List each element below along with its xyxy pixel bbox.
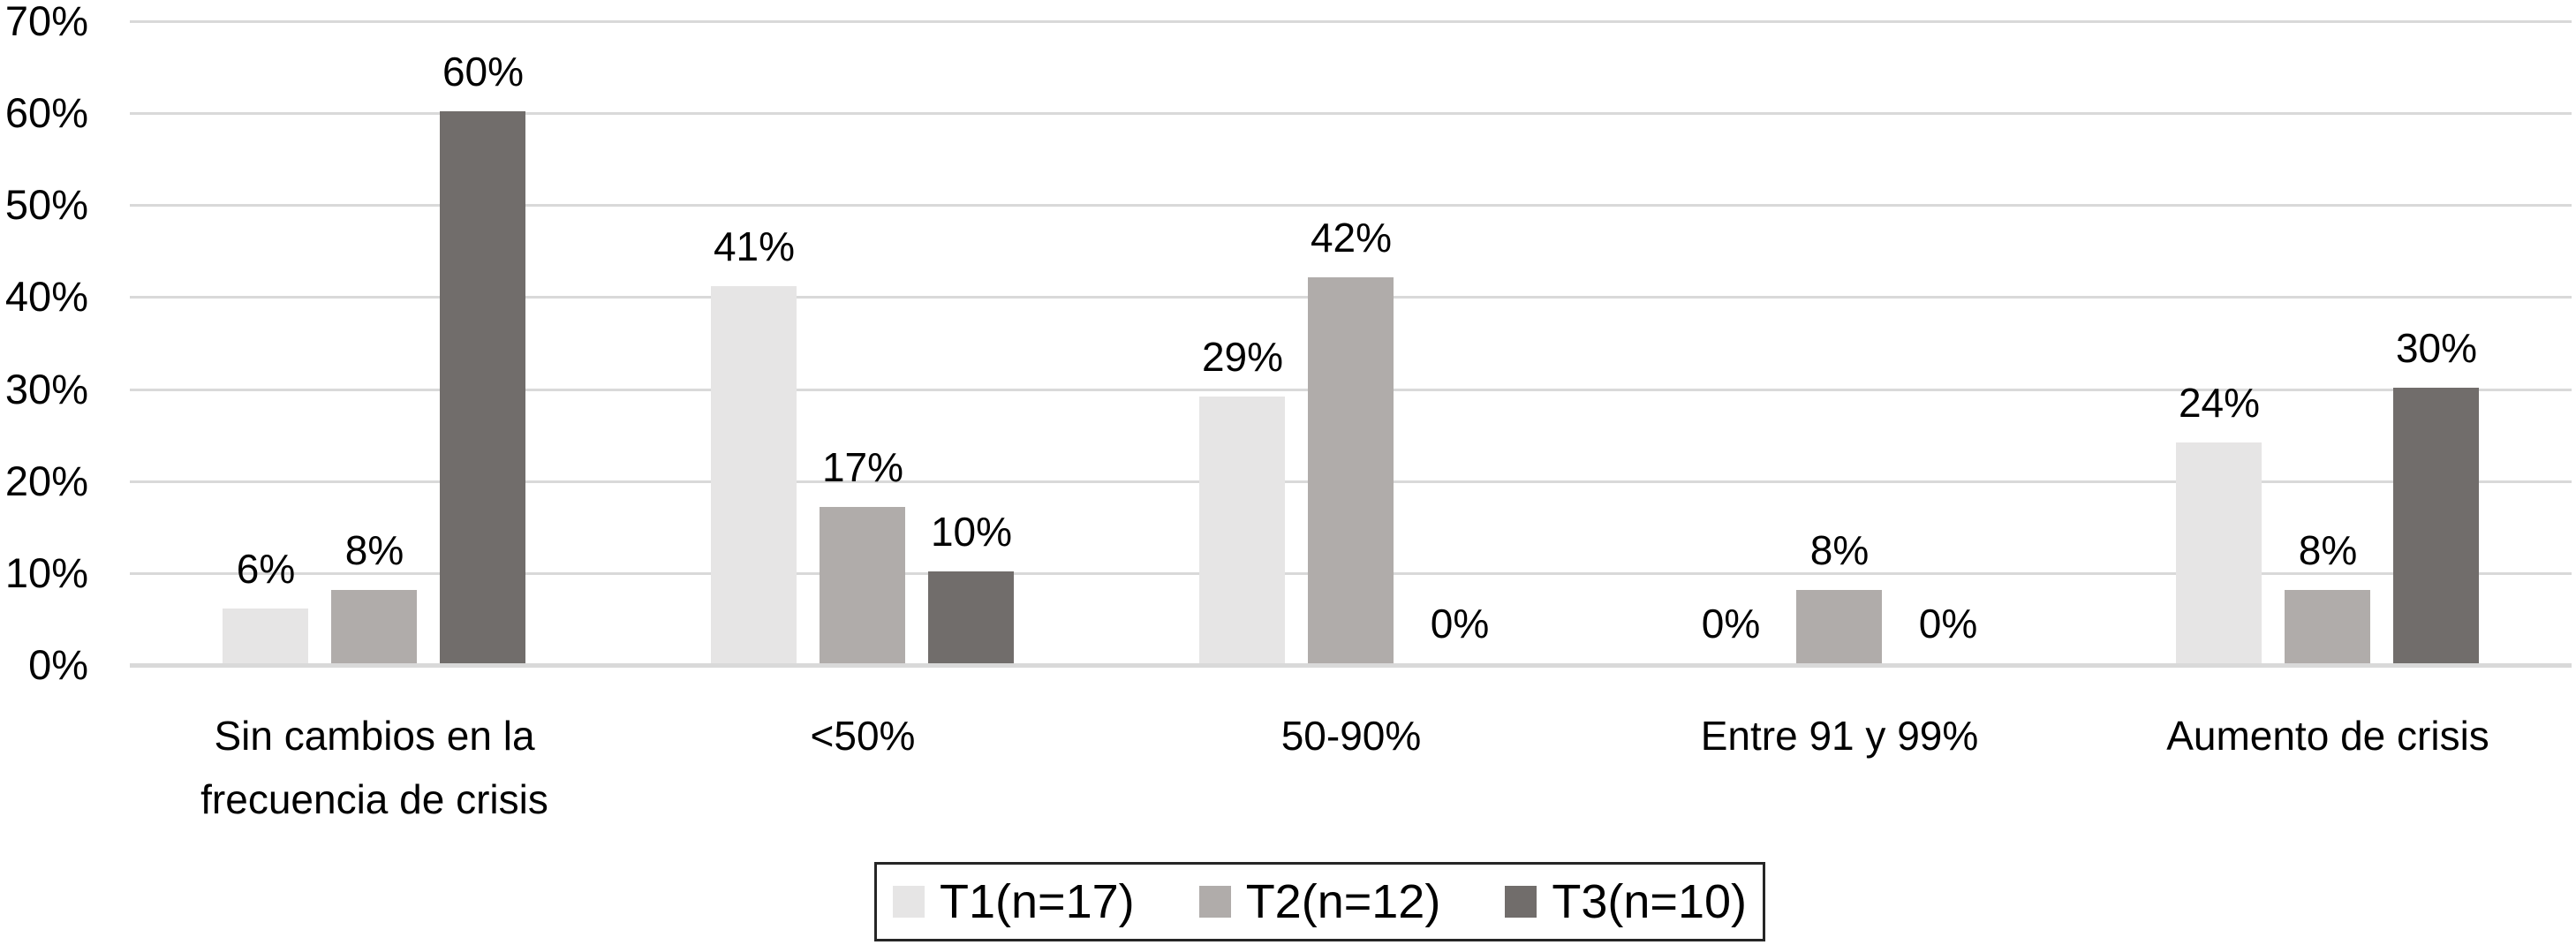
y-axis-tick-label: 40% bbox=[4, 273, 88, 320]
y-axis-tick-label: 60% bbox=[4, 89, 88, 136]
legend-item-t3: T3(n=10) bbox=[1505, 878, 1747, 926]
x-axis-line bbox=[130, 663, 2572, 668]
bar-t3-cat2 bbox=[928, 571, 1014, 663]
data-label: 8% bbox=[344, 527, 404, 573]
bar-t3-cat1 bbox=[440, 111, 525, 663]
bar-t1-cat2 bbox=[711, 286, 797, 663]
bar-t3-cat5 bbox=[2393, 388, 2479, 663]
data-label: 41% bbox=[713, 223, 796, 269]
category-label: Aumento de crisis bbox=[2166, 713, 2489, 759]
bar-t2-cat4 bbox=[1796, 590, 1882, 663]
category-label: Entre 91 y 99% bbox=[1700, 713, 1979, 759]
bar-t1-cat3 bbox=[1199, 397, 1285, 663]
data-label: 0% bbox=[1701, 601, 1761, 646]
bar-t1-cat1 bbox=[223, 609, 308, 663]
y-axis-tick-label: 20% bbox=[4, 457, 88, 504]
data-label: 10% bbox=[930, 509, 1013, 555]
data-label: 24% bbox=[2178, 380, 2261, 426]
data-label: 60% bbox=[442, 49, 525, 94]
legend-item-t1: T1(n=17) bbox=[893, 878, 1135, 926]
y-axis-tick-label: 70% bbox=[4, 0, 88, 44]
bar-t2-cat2 bbox=[820, 507, 905, 663]
data-label: 0% bbox=[1918, 601, 1978, 646]
bar-t2-cat3 bbox=[1308, 277, 1394, 663]
legend-label: T3(n=10) bbox=[1552, 875, 1747, 928]
y-axis-tick-label: 10% bbox=[4, 549, 88, 596]
legend-swatch-icon bbox=[1198, 886, 1231, 918]
legend-swatch-icon bbox=[893, 886, 925, 918]
gridline bbox=[130, 112, 2572, 115]
bar-t2-cat1 bbox=[331, 590, 417, 663]
data-label: 17% bbox=[821, 444, 904, 490]
category-label: <50% bbox=[810, 713, 916, 759]
legend: T1(n=17) T2(n=12) T3(n=10) bbox=[874, 862, 1765, 941]
y-axis-tick-label: 30% bbox=[4, 366, 88, 412]
data-label: 29% bbox=[1201, 334, 1284, 380]
data-label: 8% bbox=[1809, 527, 1870, 573]
category-label: Sin cambios en la frecuencia de crisis bbox=[200, 713, 548, 822]
y-axis-tick-label: 50% bbox=[4, 181, 88, 228]
legend-item-t2: T2(n=12) bbox=[1198, 875, 1441, 928]
data-label: 30% bbox=[2395, 325, 2478, 371]
data-label: 42% bbox=[1310, 215, 1393, 261]
gridline bbox=[130, 204, 2572, 207]
legend-label: T1(n=17) bbox=[940, 875, 1135, 928]
data-label: 8% bbox=[2298, 527, 2358, 573]
data-label: 6% bbox=[236, 546, 296, 592]
data-label: 0% bbox=[1430, 601, 1490, 646]
y-axis-tick-label: 0% bbox=[28, 641, 88, 688]
legend-swatch-icon bbox=[1505, 886, 1537, 918]
legend-label: T2(n=12) bbox=[1245, 875, 1441, 928]
category-label: 50-90% bbox=[1280, 713, 1422, 759]
gridline bbox=[130, 20, 2572, 23]
bar-t1-cat5 bbox=[2176, 442, 2262, 663]
bar-t2-cat5 bbox=[2285, 590, 2370, 663]
